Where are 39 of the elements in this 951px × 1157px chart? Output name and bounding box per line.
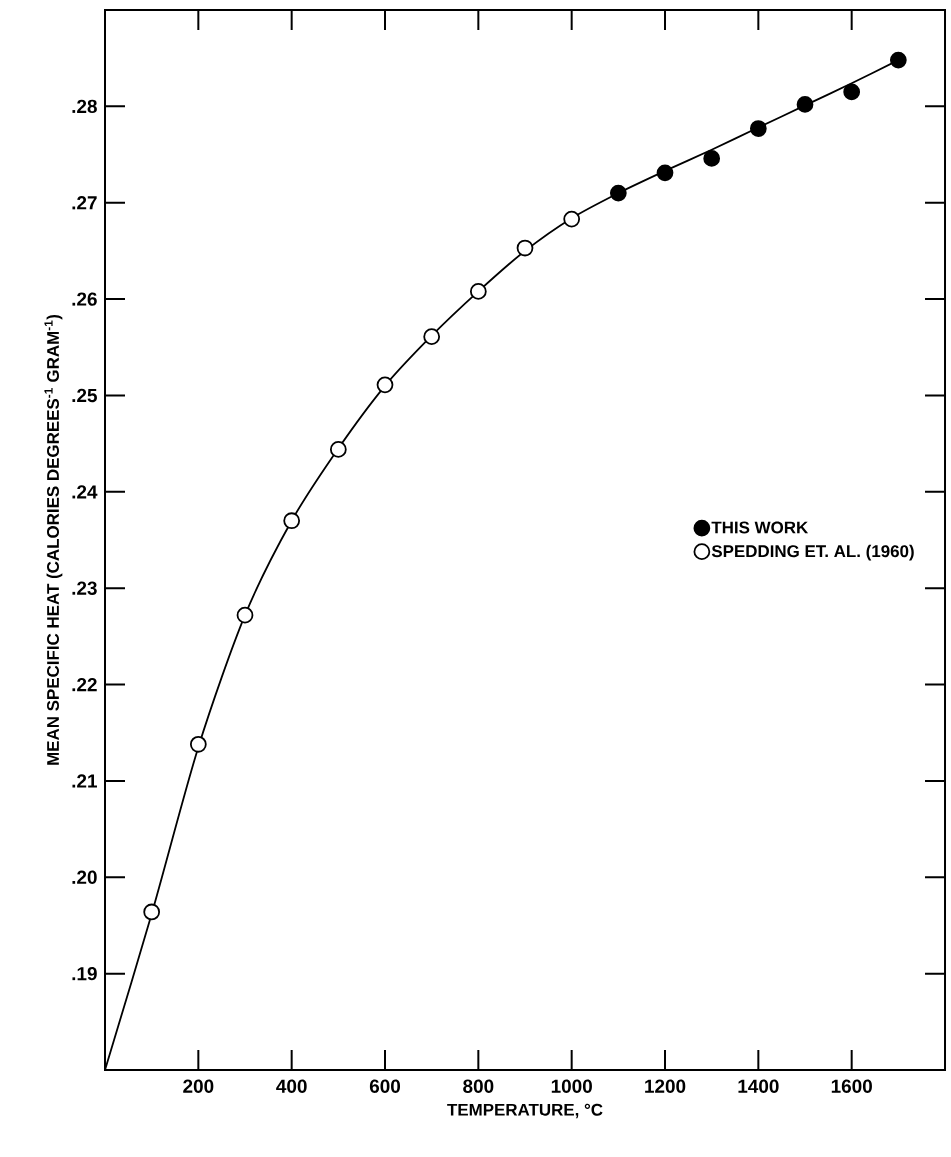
x-tick-label: 800 [463, 1079, 494, 1093]
y-tick-label: .28 [72, 99, 97, 114]
point [656, 164, 674, 182]
point [423, 328, 441, 346]
point [609, 184, 627, 202]
point [703, 150, 721, 167]
y-tick-label: .20 [72, 870, 97, 884]
point [516, 239, 534, 257]
point [329, 441, 347, 458]
x-tick-label: 1200 [645, 1079, 686, 1093]
point [889, 51, 907, 69]
point [189, 735, 207, 753]
x-tick-label: 400 [276, 1079, 307, 1093]
legend-label: SPEDDING ET. AL. (1960) [711, 544, 914, 561]
point [376, 376, 394, 394]
point [843, 83, 861, 101]
y-tick-label: .25 [72, 388, 97, 403]
y-tick-label: .24 [72, 485, 98, 499]
x-tick-label: 1000 [551, 1079, 592, 1093]
x-axis-title: TEMPERATURE, °C [447, 1103, 603, 1119]
point [236, 606, 254, 624]
point [143, 903, 161, 921]
point [283, 512, 301, 530]
point [749, 120, 767, 137]
point [796, 96, 814, 113]
y-tick-label: .23 [72, 581, 97, 595]
y-tick-label: .21 [72, 774, 97, 788]
point [563, 210, 581, 228]
x-tick-label: 1400 [738, 1079, 779, 1093]
y-tick-label: .26 [72, 292, 97, 306]
x-tick-label: 200 [183, 1079, 214, 1093]
point [469, 283, 487, 300]
y-tick-label: .19 [72, 966, 97, 981]
y-tick-label: .27 [72, 196, 97, 210]
y-tick-label: .22 [72, 677, 97, 692]
x-tick-label: 1600 [831, 1079, 872, 1093]
x-tick-label: 600 [369, 1079, 401, 1093]
y-axis-title: MEAN SPECIFIC HEAT (CALORIES DEGREES$^{-1}$ GRAM$^{-1}$) [44, 314, 63, 765]
legend-label: THIS WORK [711, 521, 809, 534]
